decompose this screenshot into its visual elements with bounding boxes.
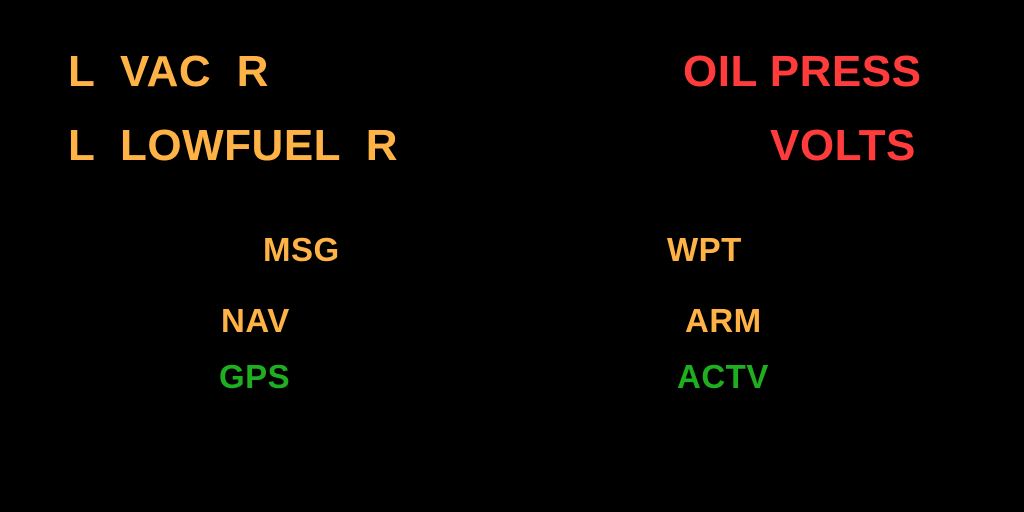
vacuum-annunciator: L VAC R (68, 47, 269, 96)
volts-warning: VOLTS (770, 121, 916, 170)
oil-pressure-warning: OIL PRESS (683, 47, 922, 96)
msg-annunciator: MSG (263, 231, 340, 268)
nav-annunciator: NAV (221, 302, 290, 339)
wpt-annunciator: WPT (667, 231, 742, 268)
actv-annunciator: ACTV (677, 358, 769, 395)
gps-annunciator: GPS (219, 358, 291, 395)
arm-annunciator: ARM (685, 302, 762, 339)
low-fuel-annunciator: L LOWFUEL R (68, 121, 398, 170)
